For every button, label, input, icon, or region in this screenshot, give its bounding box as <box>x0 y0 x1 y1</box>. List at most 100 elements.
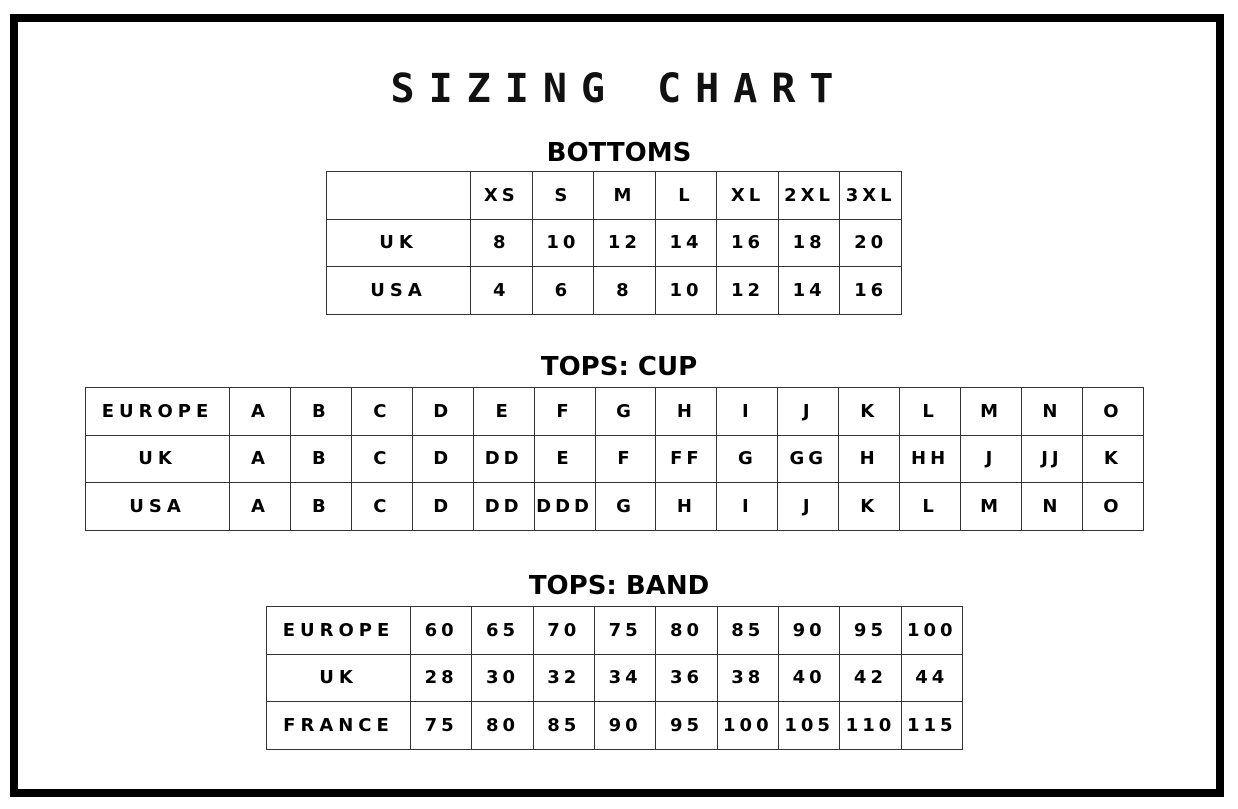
table-cell: 10 <box>654 266 718 315</box>
table-row: USA A B C D DD DDD G H I J K L M N O <box>85 482 1144 531</box>
table-cell: C <box>350 434 413 484</box>
table-cell: I <box>716 387 779 436</box>
table-cell: DD <box>472 434 535 484</box>
table-cell: 14 <box>654 218 718 268</box>
table-cell: DD <box>472 482 535 531</box>
table-cell: 90 <box>777 606 841 655</box>
table-cell: 16 <box>839 266 902 315</box>
row-label: EUROPE <box>85 387 230 436</box>
tops-cup-table: EUROPE A B C D E F G H I J K L M N O UK A B C D DD E F FF G GG H HH J… <box>85 387 1144 531</box>
table-cell: 20 <box>839 218 902 268</box>
table-cell: K <box>1081 434 1144 484</box>
row-label: UK <box>85 434 230 484</box>
row-label: UK <box>326 218 471 268</box>
table-cell: K <box>838 482 901 531</box>
tops-band-table: EUROPE 60 65 70 75 80 85 90 95 100 UK 28 30 32 34 36 38 4… <box>266 606 963 750</box>
table-cell: 60 <box>409 606 473 655</box>
row-label <box>326 171 471 220</box>
table-cell: 16 <box>716 218 779 268</box>
table-cell: C <box>350 482 413 531</box>
table-cell: 28 <box>409 653 473 703</box>
table-cell: 12 <box>716 266 779 315</box>
table-cell: E <box>533 434 596 484</box>
row-label: EUROPE <box>266 606 411 655</box>
table-row: UK A B C D DD E F FF G GG H HH J JJ K <box>85 434 1144 484</box>
table-cell: H <box>838 434 901 484</box>
table-cell: 100 <box>900 606 963 655</box>
table-cell: J <box>960 434 1022 484</box>
table-cell: 30 <box>471 653 534 703</box>
table-cell: G <box>716 434 779 484</box>
table-cell: 65 <box>471 606 534 655</box>
table-cell: 90 <box>593 701 657 750</box>
table-row: UK 8 10 12 14 16 18 20 <box>326 218 902 268</box>
table-cell: 34 <box>593 653 657 703</box>
table-cell: 36 <box>655 653 718 703</box>
table-cell: 70 <box>532 606 595 655</box>
table-cell: F <box>594 434 657 484</box>
table-cell: GG <box>777 434 840 484</box>
table-cell: L <box>899 387 962 436</box>
table-cell: 100 <box>716 701 779 750</box>
table-cell: H <box>655 482 718 531</box>
tops-cup-heading: TOPS: CUP <box>540 352 698 382</box>
table-cell: 75 <box>593 606 657 655</box>
table-cell: F <box>533 387 596 436</box>
table-cell: 105 <box>777 701 841 750</box>
table-cell: B <box>289 434 352 484</box>
table-row: EUROPE 60 65 70 75 80 85 90 95 100 <box>266 606 963 655</box>
table-cell: DDD <box>533 482 596 531</box>
page-border <box>10 14 1224 797</box>
row-label: USA <box>326 266 471 315</box>
table-cell: M <box>960 387 1022 436</box>
tops-band-heading: TOPS: BAND <box>528 571 710 601</box>
table-cell: M <box>960 482 1022 531</box>
table-cell: A <box>229 482 291 531</box>
table-cell: 40 <box>777 653 841 703</box>
table-cell: B <box>289 482 352 531</box>
table-cell: 80 <box>655 606 718 655</box>
table-cell: M <box>593 171 656 220</box>
table-cell: HH <box>899 434 962 484</box>
table-cell: D <box>411 387 474 436</box>
table-row: UK 28 30 32 34 36 38 40 42 44 <box>266 653 963 703</box>
bottoms-table: XS S M L XL 2XL 3XL UK 8 10 12 14 16 18 20 USA 4 6 8 10 12 14… <box>326 171 902 315</box>
table-cell: A <box>229 434 291 484</box>
table-cell: XL <box>716 171 779 220</box>
table-cell: E <box>472 387 535 436</box>
table-cell: 4 <box>470 266 533 315</box>
table-cell: G <box>594 482 657 531</box>
table-cell: 95 <box>655 701 718 750</box>
table-cell: 110 <box>839 701 902 750</box>
table-cell: S <box>531 171 595 220</box>
table-cell: O <box>1081 387 1144 436</box>
table-cell: 6 <box>531 266 595 315</box>
table-cell: 115 <box>900 701 963 750</box>
table-cell: H <box>655 387 718 436</box>
table-cell: 42 <box>839 653 902 703</box>
table-cell: N <box>1020 387 1083 436</box>
table-cell: FF <box>655 434 718 484</box>
table-cell: XS <box>470 171 533 220</box>
table-cell: 12 <box>593 218 656 268</box>
table-cell: 10 <box>531 218 595 268</box>
table-cell: 44 <box>900 653 963 703</box>
table-cell: 85 <box>716 606 779 655</box>
table-cell: B <box>289 387 352 436</box>
table-cell: 80 <box>471 701 534 750</box>
table-cell: C <box>350 387 413 436</box>
table-row: FRANCE 75 80 85 90 95 100 105 110 115 <box>266 701 963 750</box>
table-cell: 38 <box>716 653 779 703</box>
table-cell: 8 <box>593 266 656 315</box>
table-cell: JJ <box>1020 434 1083 484</box>
table-cell: 75 <box>409 701 473 750</box>
table-cell: 85 <box>532 701 595 750</box>
table-cell: 95 <box>839 606 902 655</box>
table-cell: 14 <box>777 266 841 315</box>
page-title: SIZING CHART <box>390 66 848 112</box>
table-cell: 32 <box>532 653 595 703</box>
table-cell: J <box>777 387 840 436</box>
table-cell: L <box>654 171 718 220</box>
table-cell: J <box>777 482 840 531</box>
table-cell: 8 <box>470 218 533 268</box>
